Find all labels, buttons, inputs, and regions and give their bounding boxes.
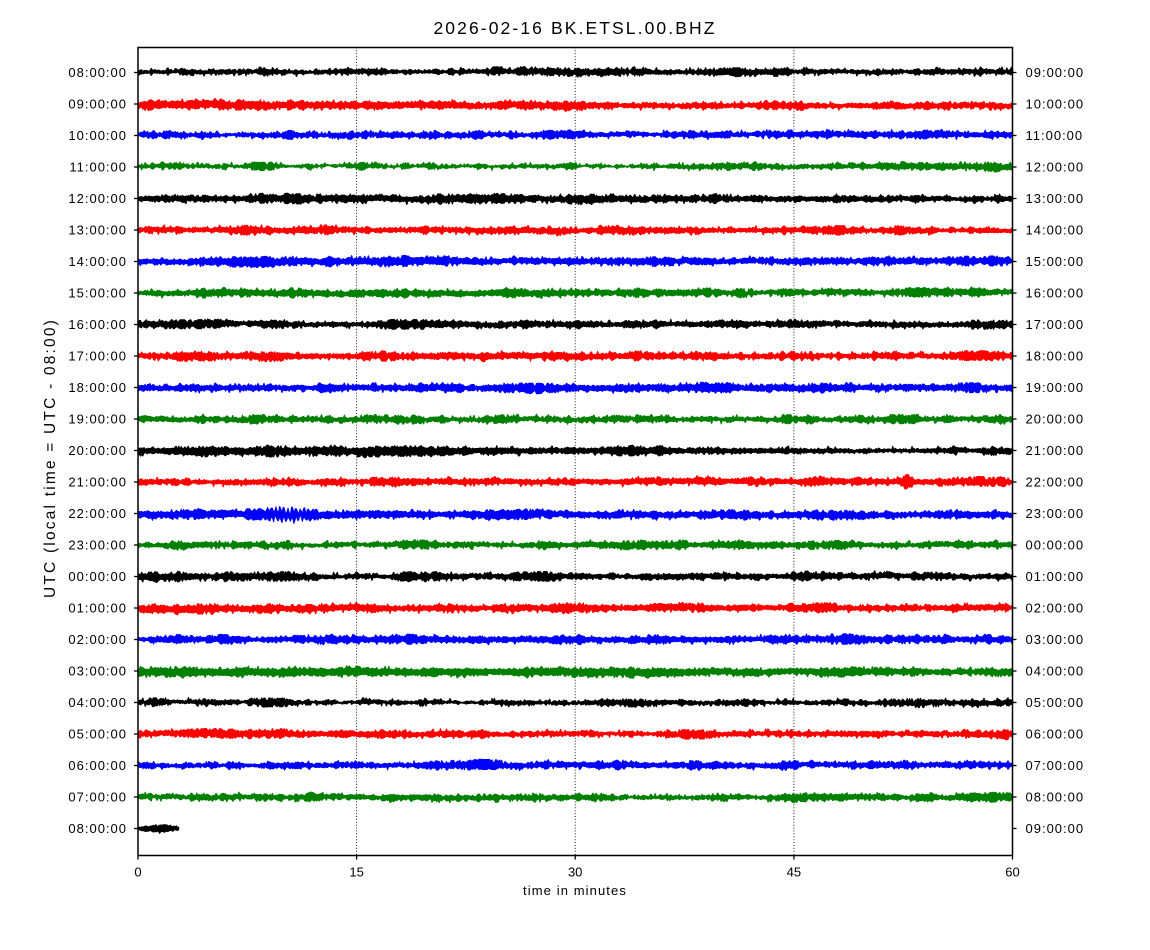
- svg-text:13:00:00: 13:00:00: [1026, 191, 1085, 206]
- svg-text:02:00:00: 02:00:00: [1026, 601, 1085, 616]
- svg-text:13:00:00: 13:00:00: [68, 223, 127, 238]
- svg-text:02:00:00: 02:00:00: [68, 632, 127, 647]
- svg-text:21:00:00: 21:00:00: [1026, 443, 1085, 458]
- svg-text:04:00:00: 04:00:00: [68, 695, 127, 710]
- svg-text:06:00:00: 06:00:00: [68, 758, 127, 773]
- svg-text:10:00:00: 10:00:00: [1026, 97, 1085, 112]
- svg-text:22:00:00: 22:00:00: [1026, 475, 1085, 490]
- svg-text:20:00:00: 20:00:00: [68, 443, 127, 458]
- svg-text:16:00:00: 16:00:00: [68, 317, 127, 332]
- svg-text:07:00:00: 07:00:00: [1026, 758, 1085, 773]
- svg-text:22:00:00: 22:00:00: [68, 506, 127, 521]
- svg-text:17:00:00: 17:00:00: [1026, 317, 1085, 332]
- svg-text:18:00:00: 18:00:00: [1026, 349, 1085, 364]
- svg-text:18:00:00: 18:00:00: [68, 380, 127, 395]
- svg-text:60: 60: [1005, 865, 1019, 880]
- svg-text:14:00:00: 14:00:00: [68, 254, 127, 269]
- svg-text:08:00:00: 08:00:00: [1026, 790, 1085, 805]
- svg-text:21:00:00: 21:00:00: [68, 475, 127, 490]
- svg-text:09:00:00: 09:00:00: [68, 97, 127, 112]
- svg-text:19:00:00: 19:00:00: [68, 412, 127, 427]
- svg-text:03:00:00: 03:00:00: [1026, 632, 1085, 647]
- svg-text:08:00:00: 08:00:00: [68, 65, 127, 80]
- svg-text:19:00:00: 19:00:00: [1026, 380, 1085, 395]
- svg-text:08:00:00: 08:00:00: [68, 821, 127, 836]
- svg-text:06:00:00: 06:00:00: [1026, 727, 1085, 742]
- svg-text:time in minutes: time in minutes: [523, 883, 627, 898]
- svg-text:07:00:00: 07:00:00: [68, 790, 127, 805]
- svg-text:UTC (local time = UTC - 08:00): UTC (local time = UTC - 08:00): [42, 318, 59, 598]
- svg-text:23:00:00: 23:00:00: [1026, 506, 1085, 521]
- svg-text:2026-02-16 BK.ETSL.00.BHZ: 2026-02-16 BK.ETSL.00.BHZ: [433, 18, 716, 38]
- svg-text:20:00:00: 20:00:00: [1026, 412, 1085, 427]
- svg-text:01:00:00: 01:00:00: [68, 601, 127, 616]
- svg-text:45: 45: [787, 865, 801, 880]
- svg-text:05:00:00: 05:00:00: [1026, 695, 1085, 710]
- svg-text:12:00:00: 12:00:00: [1026, 160, 1085, 175]
- svg-text:09:00:00: 09:00:00: [1026, 65, 1085, 80]
- svg-text:10:00:00: 10:00:00: [68, 128, 127, 143]
- svg-text:15:00:00: 15:00:00: [1026, 254, 1085, 269]
- svg-text:14:00:00: 14:00:00: [1026, 223, 1085, 238]
- svg-text:09:00:00: 09:00:00: [1026, 821, 1085, 836]
- svg-text:23:00:00: 23:00:00: [68, 538, 127, 553]
- svg-text:11:00:00: 11:00:00: [1026, 128, 1084, 143]
- svg-text:12:00:00: 12:00:00: [68, 191, 127, 206]
- svg-text:05:00:00: 05:00:00: [68, 727, 127, 742]
- svg-text:01:00:00: 01:00:00: [1026, 569, 1085, 584]
- svg-text:17:00:00: 17:00:00: [68, 349, 127, 364]
- svg-text:30: 30: [568, 865, 582, 880]
- svg-text:03:00:00: 03:00:00: [68, 664, 127, 679]
- svg-text:00:00:00: 00:00:00: [1026, 538, 1085, 553]
- svg-text:11:00:00: 11:00:00: [69, 160, 127, 175]
- svg-text:15:00:00: 15:00:00: [68, 286, 127, 301]
- svg-text:00:00:00: 00:00:00: [68, 569, 127, 584]
- svg-text:15: 15: [349, 865, 363, 880]
- svg-text:16:00:00: 16:00:00: [1026, 286, 1085, 301]
- svg-text:04:00:00: 04:00:00: [1026, 664, 1085, 679]
- svg-text:0: 0: [134, 865, 141, 880]
